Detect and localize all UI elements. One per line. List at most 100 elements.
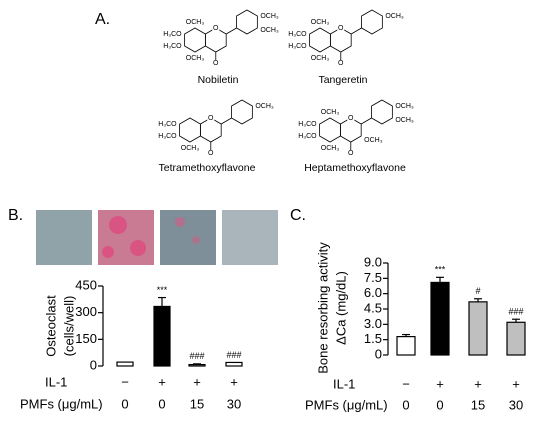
row-value: 30 bbox=[509, 397, 523, 412]
ring bbox=[371, 99, 393, 125]
row-label: IL-1 bbox=[333, 376, 355, 391]
micrographs bbox=[36, 210, 278, 265]
atom-label: O bbox=[338, 25, 344, 32]
row-value: − bbox=[121, 374, 129, 389]
bond bbox=[225, 27, 237, 35]
structure: OCH₃ H₃CO H₃CO OCH₃ O O OCH₃ Tangeretin bbox=[288, 9, 404, 86]
atom-label: OCH₃ bbox=[181, 145, 200, 152]
bar bbox=[188, 363, 206, 367]
atom-label: OCH₃ bbox=[385, 13, 404, 20]
y-tick-label: 0 bbox=[90, 357, 97, 372]
bond bbox=[360, 117, 372, 125]
row-value: + bbox=[512, 376, 520, 391]
y-axis-label: ΔCa (mg/dL) bbox=[333, 271, 348, 345]
significance: *** bbox=[157, 285, 168, 295]
atom-bg bbox=[212, 24, 220, 32]
atom-label: O bbox=[208, 150, 214, 157]
atom-label: OCH₃ bbox=[395, 103, 414, 110]
ring bbox=[309, 27, 331, 53]
row-label: PMFs (μg/mL) bbox=[305, 397, 388, 412]
row-value: + bbox=[230, 374, 238, 389]
y-axis-label: (cells/well) bbox=[61, 296, 76, 357]
row-value: 15 bbox=[471, 397, 485, 412]
bond bbox=[350, 27, 362, 35]
structure: OCH₃ H₃CO H₃CO OCH₃ O O OCH₃ OCH₃ Nobiletin bbox=[163, 9, 279, 86]
row-value: + bbox=[193, 374, 201, 389]
panel-label: B. bbox=[8, 207, 23, 224]
atom-label: H₃CO bbox=[158, 133, 177, 140]
y-tick-label: 9.0 bbox=[364, 254, 382, 269]
ring bbox=[231, 99, 253, 125]
bar bbox=[430, 281, 450, 356]
y-tick-label: 4.5 bbox=[364, 300, 382, 315]
panel-label: A. bbox=[95, 11, 110, 28]
bar bbox=[225, 361, 243, 367]
atom-label: OCH₃ bbox=[321, 145, 340, 152]
structure: OCH₃ H₃CO H₃CO OCH₃ O O OCH₃ OCH₃ OCH₃ Heptametho… bbox=[298, 99, 414, 174]
y-tick-label: 1.5 bbox=[364, 331, 382, 346]
micrograph bbox=[222, 210, 278, 265]
atom-label: H₃CO bbox=[163, 43, 182, 50]
y-tick-label: 450 bbox=[75, 277, 97, 292]
atom-label: H₃CO bbox=[163, 31, 182, 38]
stain bbox=[192, 236, 200, 244]
atom-label: OCH₃ bbox=[186, 19, 205, 26]
y-tick-label: 6.0 bbox=[364, 285, 382, 300]
atom-label: H₃CO bbox=[288, 31, 307, 38]
significance: # bbox=[475, 286, 480, 296]
atom-bg bbox=[207, 114, 215, 122]
ring bbox=[361, 9, 383, 35]
atom-label: OCH₃ bbox=[260, 13, 279, 20]
atom-label: OCH₃ bbox=[311, 55, 330, 62]
atom-label: O bbox=[338, 60, 344, 67]
compound-name: Heptamethoxyflavone bbox=[304, 162, 406, 174]
atom-label: OCH₃ bbox=[321, 109, 340, 116]
row-value: 0 bbox=[121, 396, 128, 411]
atom-label: OCH₃ bbox=[255, 103, 274, 110]
compound-name: Tetramethoxyflavone bbox=[159, 162, 256, 174]
compound-name: Tangeretin bbox=[318, 74, 367, 86]
atom-label: O bbox=[213, 25, 219, 32]
atom-label: H₃CO bbox=[288, 43, 307, 50]
significance: ### bbox=[189, 351, 204, 361]
row-value: + bbox=[474, 376, 482, 391]
micrograph bbox=[160, 210, 216, 265]
y-tick-label: 300 bbox=[75, 304, 97, 319]
atom-label: OCH₃ bbox=[260, 27, 279, 34]
row-value: − bbox=[402, 376, 410, 391]
row-value: 30 bbox=[227, 396, 241, 411]
row-label: IL-1 bbox=[45, 374, 67, 389]
row-value: + bbox=[158, 374, 166, 389]
panel-label: C. bbox=[290, 207, 306, 224]
significance: *** bbox=[435, 265, 446, 275]
bar bbox=[506, 321, 526, 356]
atom-label: H₃CO bbox=[158, 121, 177, 128]
bar bbox=[396, 336, 416, 356]
atom-bg bbox=[337, 24, 345, 32]
row-value: + bbox=[436, 376, 444, 391]
atom-label: O bbox=[208, 115, 214, 122]
atom-label: OCH₃ bbox=[186, 55, 205, 62]
row-value: 0 bbox=[436, 397, 443, 412]
atom-label: O bbox=[213, 60, 219, 67]
stain bbox=[109, 216, 127, 234]
bond bbox=[220, 117, 232, 125]
atom-label: O bbox=[348, 150, 354, 157]
stain bbox=[102, 246, 114, 258]
y-tick-label: 0 bbox=[375, 346, 382, 361]
y-tick-label: 150 bbox=[75, 331, 97, 346]
structure: H₃CO H₃CO OCH₃ O O OCH₃ Tetramethoxyflavone bbox=[158, 99, 274, 174]
y-tick-label: 3.0 bbox=[364, 316, 382, 331]
stain bbox=[175, 217, 185, 227]
atom-label: OCH₃ bbox=[311, 19, 330, 26]
significance: ### bbox=[226, 350, 241, 360]
atom-label: OCH₃ bbox=[395, 117, 414, 124]
atom-label: OCH₃ bbox=[364, 137, 383, 144]
row-value: 15 bbox=[190, 396, 204, 411]
bar bbox=[468, 301, 488, 356]
ring bbox=[319, 117, 341, 143]
y-axis-label: Bone resorbing activity bbox=[315, 242, 330, 374]
row-value: 0 bbox=[158, 396, 165, 411]
atom-label: O bbox=[348, 115, 354, 122]
